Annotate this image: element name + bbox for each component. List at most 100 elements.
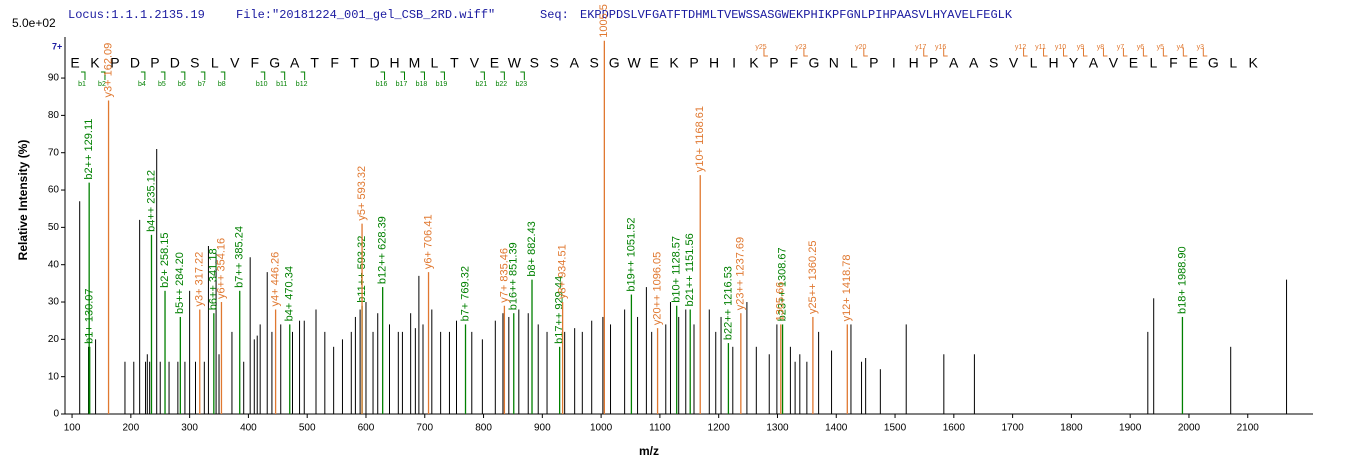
residue: I <box>732 55 736 71</box>
ion-label: b12++ 628.39 <box>377 216 389 284</box>
residue: T <box>350 55 359 71</box>
y-tick-label: 90 <box>48 73 60 84</box>
b-marker: b17 <box>396 81 408 88</box>
b-marker: b8 <box>218 81 226 88</box>
y-tick-label: 20 <box>48 334 60 345</box>
b-marker-tick <box>220 71 226 80</box>
residue: P <box>689 55 698 71</box>
residue: D <box>170 55 180 71</box>
residue: A <box>949 55 959 71</box>
x-tick-label: 1900 <box>1119 423 1142 434</box>
residue: E <box>1189 55 1198 71</box>
b-marker-tick <box>80 71 86 80</box>
y-axis-label: Relative Intensity (%) <box>16 140 30 261</box>
residue: E <box>490 55 499 71</box>
x-tick-label: 1400 <box>825 423 848 434</box>
ion-label: y3+ 162.09 <box>102 43 114 98</box>
ion-label: y7+ 835.46 <box>498 248 510 303</box>
y-marker: y16 <box>935 44 946 51</box>
residue: L <box>431 55 439 71</box>
x-tick-label: 600 <box>358 423 375 434</box>
ion-label: b4++ 235.12 <box>145 170 157 232</box>
residue: T <box>450 55 459 71</box>
y-marker-tick <box>1082 48 1088 57</box>
x-tick-label: 1300 <box>766 423 789 434</box>
x-tick-label: 1000 <box>590 423 613 434</box>
residue: V <box>470 55 480 71</box>
x-tick-label: 1800 <box>1060 423 1083 434</box>
ion-label: y5+ 593.32 <box>356 166 368 221</box>
seq-label: Seq: <box>540 8 569 22</box>
residue: P <box>929 55 938 71</box>
ion-label: y6++ 354.16 <box>215 238 227 299</box>
ion-label: y10+ 1168.61 <box>694 106 706 172</box>
residue: S <box>590 55 599 71</box>
y-marker: y17 <box>915 44 926 51</box>
residue: A <box>1089 55 1099 71</box>
y-marker: y25 <box>755 44 766 51</box>
y-marker-tick <box>1162 48 1168 57</box>
b-marker-tick <box>180 71 186 80</box>
residue: F <box>250 55 259 71</box>
ion-label: b8+ 882.43 <box>526 221 538 276</box>
b-marker: b11 <box>276 81 287 88</box>
residue: S <box>530 55 539 71</box>
ion-label: y23++ 1237.69 <box>735 237 747 310</box>
locus: Locus:1.1.1.2135.19 <box>68 8 205 22</box>
residue: G <box>1208 55 1219 71</box>
x-tick-label: 500 <box>299 423 316 434</box>
b-marker: b19 <box>436 81 448 88</box>
ion-label: b23++ 1308.67 <box>776 247 788 321</box>
residue: P <box>150 55 159 71</box>
residue: V <box>1109 55 1119 71</box>
b-marker-tick <box>260 71 266 80</box>
x-tick-label: 200 <box>122 423 139 434</box>
ion-label: y25++ 1360.25 <box>807 241 819 314</box>
x-tick-label: 1200 <box>708 423 731 434</box>
b-marker: b12 <box>296 81 308 88</box>
b-marker-tick <box>500 71 505 80</box>
ion-label: b16++ 851.39 <box>508 242 520 310</box>
residue: K <box>90 55 100 71</box>
b-marker-tick <box>400 71 406 80</box>
residue: E <box>649 55 658 71</box>
y-marker: y8 <box>1097 44 1105 51</box>
residue: F <box>330 55 339 71</box>
ion-label: 1305.66 <box>775 282 787 322</box>
y-marker-tick <box>863 48 868 57</box>
y-tick-label: 40 <box>48 259 60 270</box>
x-tick-label: 1100 <box>649 423 671 434</box>
y-marker: y10 <box>1055 44 1066 51</box>
x-tick-label: 300 <box>181 423 198 434</box>
y-marker: y3 <box>1197 44 1205 51</box>
b-marker: b5 <box>158 81 166 88</box>
residue: L <box>1149 55 1157 71</box>
residue: H <box>1048 55 1058 71</box>
b-marker-tick <box>160 71 166 80</box>
y-marker: y23 <box>795 44 806 51</box>
b-marker-tick <box>280 71 286 80</box>
y-marker-tick <box>803 48 808 57</box>
x-tick-label: 1600 <box>943 423 966 434</box>
residue: G <box>609 55 620 71</box>
residue: G <box>808 55 819 71</box>
residue: F <box>1169 55 1178 71</box>
residue: L <box>1030 55 1038 71</box>
residue: W <box>508 55 522 71</box>
y-marker-tick <box>923 48 928 57</box>
x-tick-label: 2000 <box>1178 423 1201 434</box>
b-marker: b6 <box>178 81 186 88</box>
ion-label: y20++ 1096.05 <box>651 252 663 325</box>
ion-label: y4+ 446.26 <box>270 252 282 307</box>
y-tick-label: 30 <box>48 297 60 308</box>
b-marker: b16 <box>376 81 388 88</box>
y-marker-tick <box>943 48 948 57</box>
y-marker: y7 <box>1117 44 1125 51</box>
b-marker: b2 <box>98 81 106 88</box>
sequence: EKPDPDSLVFGATFTDHMLTVEWSSASGWEKPHIKPFGNL… <box>580 8 1013 22</box>
residue: P <box>110 55 119 71</box>
b-marker-tick <box>200 71 206 80</box>
b-marker: b21 <box>476 81 488 88</box>
residue: E <box>70 55 79 71</box>
